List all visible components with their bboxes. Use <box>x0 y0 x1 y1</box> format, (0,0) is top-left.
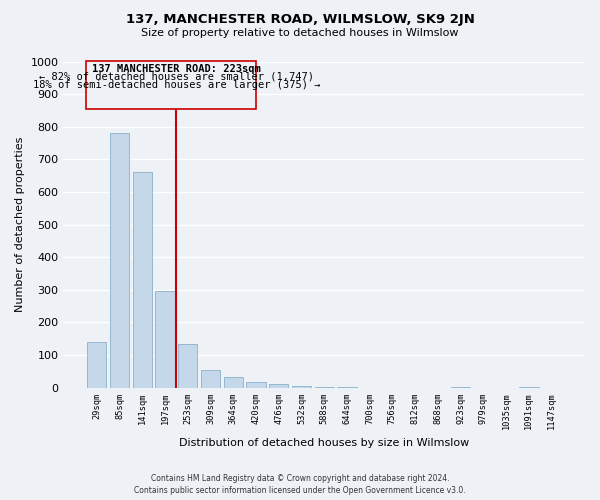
X-axis label: Distribution of detached houses by size in Wilmslow: Distribution of detached houses by size … <box>179 438 469 448</box>
Text: ← 82% of detached houses are smaller (1,747): ← 82% of detached houses are smaller (1,… <box>39 72 314 82</box>
Text: 18% of semi-detached houses are larger (375) →: 18% of semi-detached houses are larger (… <box>32 80 320 90</box>
Bar <box>178 344 197 388</box>
Bar <box>110 133 129 388</box>
Bar <box>451 387 470 388</box>
Bar <box>292 386 311 388</box>
Bar <box>247 382 266 388</box>
Text: 137, MANCHESTER ROAD, WILMSLOW, SK9 2JN: 137, MANCHESTER ROAD, WILMSLOW, SK9 2JN <box>125 12 475 26</box>
Text: Contains HM Land Registry data © Crown copyright and database right 2024.
Contai: Contains HM Land Registry data © Crown c… <box>134 474 466 495</box>
Bar <box>201 370 220 388</box>
Text: Size of property relative to detached houses in Wilmslow: Size of property relative to detached ho… <box>141 28 459 38</box>
Bar <box>269 384 289 388</box>
Bar <box>224 377 243 388</box>
Bar <box>155 292 175 388</box>
Bar <box>133 172 152 388</box>
Text: 137 MANCHESTER ROAD: 223sqm: 137 MANCHESTER ROAD: 223sqm <box>92 64 261 74</box>
Bar <box>87 342 106 388</box>
Y-axis label: Number of detached properties: Number of detached properties <box>15 137 25 312</box>
Bar <box>314 386 334 388</box>
FancyBboxPatch shape <box>86 60 256 109</box>
